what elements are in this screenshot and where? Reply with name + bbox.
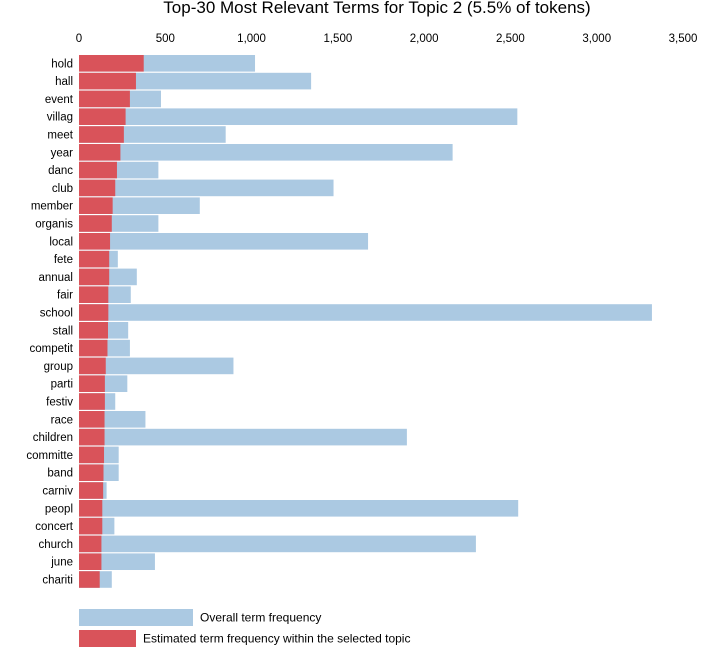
x-tick-label: 3,500 — [669, 33, 698, 45]
topic-frequency-bar — [79, 553, 102, 570]
overall-frequency-bar — [79, 72, 312, 90]
term-label: fete — [54, 254, 73, 266]
topic-frequency-bar — [79, 197, 113, 214]
overall-frequency-bar — [79, 357, 234, 375]
topic-frequency-bar — [79, 571, 100, 588]
term-label: concert — [35, 521, 74, 533]
x-axis-ticks: 0 500 1,000 1,500 2,000 2,500 3,000 3,500 — [76, 33, 698, 45]
term-label: danc — [48, 165, 73, 177]
legend-label-topic: Estimated term frequency within the sele… — [143, 632, 410, 646]
topic-frequency-bar — [79, 339, 108, 357]
term-label: band — [47, 468, 73, 480]
term-label: chariti — [42, 575, 73, 587]
topic-frequency-bar — [79, 375, 105, 392]
term-label: peopl — [45, 503, 73, 515]
topic-frequency-bar — [79, 322, 108, 339]
term-label: annual — [38, 272, 73, 284]
term-label: festiv — [46, 397, 73, 409]
topic-frequency-bar — [79, 393, 105, 410]
x-tick-label: 2,000 — [410, 33, 439, 45]
overall-frequency-bar — [79, 535, 476, 553]
term-label: club — [52, 183, 73, 195]
term-label: organis — [35, 219, 73, 231]
overall-frequency-bar — [79, 179, 334, 197]
legend-label-overall: Overall term frequency — [200, 611, 321, 625]
topic-frequency-bar — [79, 126, 124, 143]
term-label: villag — [47, 112, 73, 124]
overall-frequency-bar — [79, 108, 518, 125]
topic-frequency-bar — [79, 517, 103, 535]
topic-frequency-bars — [79, 55, 144, 588]
overall-frequency-bar — [79, 233, 369, 250]
topic-frequency-bar — [79, 90, 130, 108]
term-label: competit — [30, 343, 74, 355]
x-tick-label: 0 — [76, 33, 82, 45]
term-label: year — [51, 147, 74, 159]
legend-swatch-topic — [79, 630, 136, 647]
topic-frequency-bar — [79, 161, 117, 179]
topic-frequency-bar — [79, 357, 106, 375]
x-tick-label: 3,000 — [582, 33, 611, 45]
term-label: committe — [26, 450, 73, 462]
term-label: hold — [51, 58, 73, 70]
topic-frequency-bar — [79, 411, 105, 428]
topic-frequency-bar — [79, 215, 112, 232]
topic-frequency-bar — [79, 268, 110, 286]
topic-frequency-bar — [79, 233, 111, 250]
x-tick-label: 1,000 — [237, 33, 266, 45]
topic-frequency-bar — [79, 179, 116, 197]
overall-frequency-bar — [79, 144, 453, 161]
topic-frequency-bar — [79, 55, 144, 72]
x-tick-label: 500 — [156, 33, 175, 45]
term-label: event — [45, 94, 74, 106]
term-label: group — [44, 361, 73, 373]
legend-swatch-overall — [79, 609, 193, 626]
chart-title: Top-30 Most Relevant Terms for Topic 2 (… — [163, 0, 590, 17]
term-label: fair — [57, 290, 73, 302]
overall-frequency-bar — [79, 428, 407, 446]
term-label: member — [31, 201, 73, 213]
term-label: june — [50, 557, 73, 569]
topic-frequency-bar — [79, 286, 109, 303]
legend: Overall term frequency Estimated term fr… — [79, 609, 410, 647]
topic-frequency-bar — [79, 446, 105, 464]
topic-frequency-bar — [79, 304, 109, 321]
topic-frequency-bar — [79, 108, 126, 125]
term-label: meet — [47, 130, 73, 142]
term-label: hall — [55, 76, 73, 88]
topic-frequency-bar — [79, 250, 110, 268]
topic-frequency-bar — [79, 500, 103, 517]
term-label: children — [33, 432, 73, 444]
x-tick-label: 2,500 — [496, 33, 525, 45]
topic-frequency-bar — [79, 482, 104, 499]
topic-frequency-bar — [79, 535, 102, 553]
topic-frequency-bar — [79, 72, 136, 90]
topic-frequency-bar — [79, 464, 104, 481]
overall-frequency-bar — [79, 304, 652, 321]
term-label: stall — [53, 325, 73, 337]
term-label: church — [38, 539, 73, 551]
topic-frequency-bar — [79, 144, 121, 161]
overall-frequency-bars — [79, 55, 652, 588]
term-labels: hold hall event villag meet year danc club membe… — [26, 58, 73, 586]
term-label: parti — [51, 379, 73, 391]
term-label: carniv — [42, 486, 73, 498]
term-label: school — [40, 308, 73, 320]
term-label: local — [49, 236, 73, 248]
x-tick-label: 1,500 — [323, 33, 352, 45]
topic-frequency-bar — [79, 428, 105, 446]
overall-frequency-bar — [79, 500, 519, 517]
term-label: race — [51, 414, 73, 426]
